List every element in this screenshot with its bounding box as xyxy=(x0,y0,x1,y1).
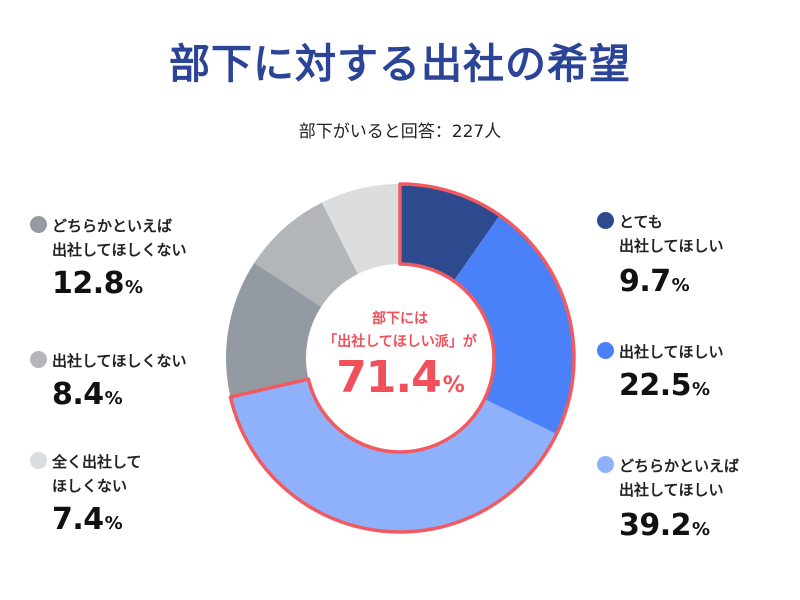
highlight-outline xyxy=(228,182,576,534)
center-value-number: 71.4 xyxy=(336,352,442,403)
legend-label: 全く出社して ほしくない xyxy=(52,453,142,495)
legend-dot xyxy=(30,351,47,368)
legend-value: 8.4% xyxy=(52,377,123,412)
donut-segment xyxy=(226,262,322,398)
legend-value: 9.7% xyxy=(619,264,690,299)
legend-label: どちらかといえば 出社してほしくない xyxy=(52,217,187,259)
legend-dot xyxy=(30,452,47,469)
center-label-line2: 「出社してほしい派」が xyxy=(323,334,477,350)
legend-label: 出社してほしい xyxy=(619,343,724,361)
legend-dot xyxy=(597,456,614,473)
chart-title: 部下に対する出社の希望 xyxy=(169,40,631,88)
donut-segments xyxy=(226,184,574,532)
center-value: 71.4% xyxy=(300,352,500,403)
legend-value: 39.2% xyxy=(619,508,710,543)
legend-value: 22.5% xyxy=(619,368,710,403)
donut-segment xyxy=(453,215,574,435)
legend-value: 7.4% xyxy=(52,502,123,537)
legend-label: 出社してほしくない xyxy=(52,352,187,370)
chart-subtitle: 部下がいると回答：227人 xyxy=(298,122,502,142)
legend-label: とても 出社してほしい xyxy=(619,213,724,255)
legend-label: どちらかといえば 出社してほしい xyxy=(619,457,740,499)
center-value-unit: % xyxy=(442,373,465,398)
legend-dot xyxy=(597,342,614,359)
center-label-line1: 部下には xyxy=(372,311,428,327)
donut-segment xyxy=(400,184,500,281)
legend-value: 12.8% xyxy=(52,266,143,301)
donut-segment xyxy=(321,184,400,274)
legend-dot xyxy=(597,212,614,229)
donut-segment xyxy=(254,202,358,307)
legend-dot xyxy=(30,216,47,233)
